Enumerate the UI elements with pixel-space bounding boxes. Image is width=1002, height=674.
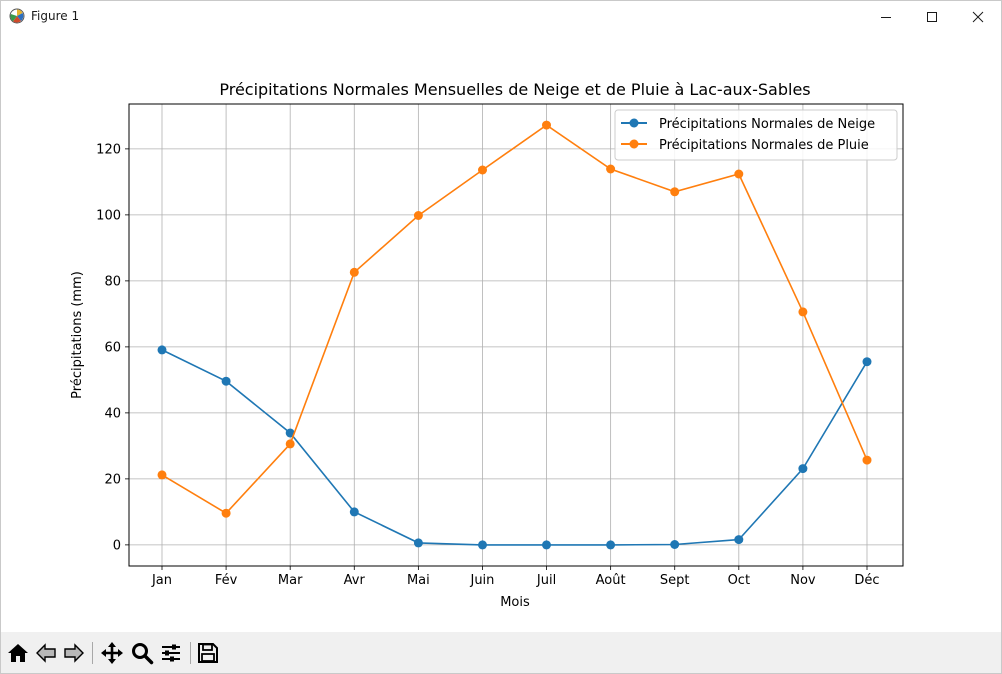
close-icon xyxy=(972,11,984,22)
line-chart: Jan Fév Mar Avr Mai Juin Juil Août Sept Oct Nov Déc… xyxy=(70,80,904,610)
x-tick-label: Jan xyxy=(151,573,172,588)
data-point xyxy=(798,307,808,317)
series-line xyxy=(161,349,868,546)
zoom-button[interactable] xyxy=(129,640,155,666)
data-point xyxy=(734,535,744,545)
y-tick-label: 80 xyxy=(104,274,121,289)
home-button[interactable] xyxy=(5,640,31,666)
y-tick-label: 40 xyxy=(104,406,121,421)
save-button[interactable] xyxy=(195,640,221,666)
data-point xyxy=(349,267,359,277)
data-point xyxy=(798,464,808,474)
x-tick-label: Avr xyxy=(344,573,366,588)
data-point xyxy=(157,470,167,480)
y-tick-label: 0 xyxy=(113,538,121,553)
x-tick-label: Nov xyxy=(790,573,816,588)
x-tick-label: Juin xyxy=(469,573,494,588)
legend-label-snow: Précipitations Normales de Neige xyxy=(659,117,875,132)
legend-box xyxy=(614,109,898,161)
data-point xyxy=(285,428,295,438)
data-point xyxy=(862,357,872,367)
data-point xyxy=(221,376,231,386)
series-1 xyxy=(157,120,872,518)
back-button[interactable] xyxy=(33,640,59,666)
matplotlib-icon xyxy=(9,8,25,24)
x-axis-label: Mois xyxy=(500,595,530,610)
navigation-toolbar xyxy=(1,632,1001,673)
data-point xyxy=(285,439,295,449)
x-tick-label: Déc xyxy=(854,573,879,588)
y-tick-label: 20 xyxy=(104,472,121,487)
toolbar-separator xyxy=(92,642,93,664)
maximize-button[interactable] xyxy=(909,1,955,32)
chart-title: Précipitations Normales Mensuelles de Ne… xyxy=(219,80,810,99)
save-icon xyxy=(198,643,218,663)
grid xyxy=(129,104,903,566)
pan-icon xyxy=(101,642,123,664)
home-icon xyxy=(8,644,28,662)
data-point xyxy=(606,164,616,174)
data-point xyxy=(157,345,167,355)
series-0 xyxy=(157,345,872,550)
figure-canvas[interactable]: Jan Fév Mar Avr Mai Juin Juil Août Sept Oct Nov Déc… xyxy=(1,32,1001,632)
forward-button[interactable] xyxy=(61,640,87,666)
series-lines xyxy=(157,120,872,550)
x-tick-label: Oct xyxy=(728,573,750,588)
legend: Précipitations Normales de Neige Précipi… xyxy=(614,109,898,161)
data-point xyxy=(478,165,487,175)
series-line xyxy=(161,124,868,515)
y-tick-label: 100 xyxy=(96,208,121,223)
data-point xyxy=(734,169,744,179)
data-point xyxy=(478,540,487,550)
data-point xyxy=(862,455,872,465)
legend-label-rain: Précipitations Normales de Pluie xyxy=(659,138,869,153)
x-tick-label: Août xyxy=(596,573,626,588)
pan-button[interactable] xyxy=(99,640,125,666)
window-title: Figure 1 xyxy=(31,9,80,23)
legend-marker-rain xyxy=(629,139,639,149)
data-point xyxy=(670,540,680,549)
x-tick-label: Sept xyxy=(660,573,690,588)
x-tick-label: Mai xyxy=(407,573,430,588)
y-tick-label: 60 xyxy=(104,340,121,355)
y-tick-label: 120 xyxy=(96,142,121,157)
axes-frame xyxy=(128,103,904,567)
data-point xyxy=(221,508,231,518)
minimize-button[interactable] xyxy=(863,1,909,32)
data-point xyxy=(542,540,551,550)
maximize-icon xyxy=(927,11,937,22)
data-point xyxy=(413,538,423,548)
y-axis-label: Précipitations (mm) xyxy=(70,271,85,399)
data-point xyxy=(606,540,616,550)
configure-subplots-icon xyxy=(162,644,180,662)
data-point xyxy=(349,507,359,517)
x-tick-label: Mar xyxy=(278,573,303,588)
configure-subplots-button[interactable] xyxy=(158,640,184,666)
toolbar-separator xyxy=(190,642,191,664)
data-point xyxy=(542,120,551,130)
forward-arrow-icon xyxy=(64,643,84,663)
data-point xyxy=(413,211,423,220)
zoom-icon xyxy=(132,643,154,665)
back-arrow-icon xyxy=(36,643,56,663)
x-tick-label: Juil xyxy=(536,573,556,588)
close-button[interactable] xyxy=(955,1,1001,32)
title-bar[interactable]: Figure 1 xyxy=(1,1,1001,32)
axis-ticks: Jan Fév Mar Avr Mai Juin Juil Août Sept Oct Nov Déc… xyxy=(96,142,879,588)
data-point xyxy=(670,187,680,197)
legend-marker-snow xyxy=(629,118,639,128)
x-tick-label: Fév xyxy=(215,573,238,588)
minimize-icon xyxy=(881,16,891,18)
